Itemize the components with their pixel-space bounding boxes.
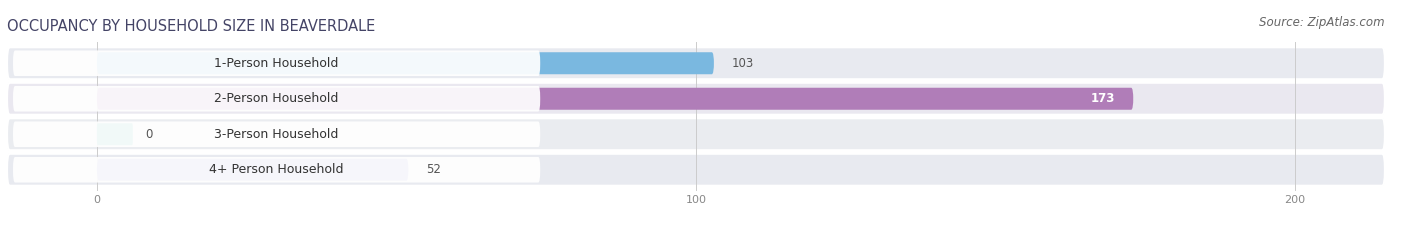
Text: 2-Person Household: 2-Person Household: [215, 92, 339, 105]
FancyBboxPatch shape: [7, 154, 1385, 186]
FancyBboxPatch shape: [97, 88, 1133, 110]
FancyBboxPatch shape: [97, 159, 408, 181]
Text: 173: 173: [1091, 92, 1115, 105]
FancyBboxPatch shape: [13, 157, 540, 182]
FancyBboxPatch shape: [7, 47, 1385, 79]
Text: 103: 103: [733, 57, 754, 70]
Text: 52: 52: [426, 163, 441, 176]
FancyBboxPatch shape: [7, 83, 1385, 115]
Text: OCCUPANCY BY HOUSEHOLD SIZE IN BEAVERDALE: OCCUPANCY BY HOUSEHOLD SIZE IN BEAVERDAL…: [7, 19, 375, 34]
FancyBboxPatch shape: [13, 51, 540, 76]
FancyBboxPatch shape: [97, 123, 132, 145]
Text: 4+ Person Household: 4+ Person Household: [209, 163, 344, 176]
FancyBboxPatch shape: [97, 52, 714, 74]
Text: 0: 0: [145, 128, 152, 141]
FancyBboxPatch shape: [7, 118, 1385, 150]
Text: 1-Person Household: 1-Person Household: [215, 57, 339, 70]
Text: Source: ZipAtlas.com: Source: ZipAtlas.com: [1260, 16, 1385, 29]
FancyBboxPatch shape: [13, 86, 540, 112]
Text: 3-Person Household: 3-Person Household: [215, 128, 339, 141]
FancyBboxPatch shape: [13, 121, 540, 147]
